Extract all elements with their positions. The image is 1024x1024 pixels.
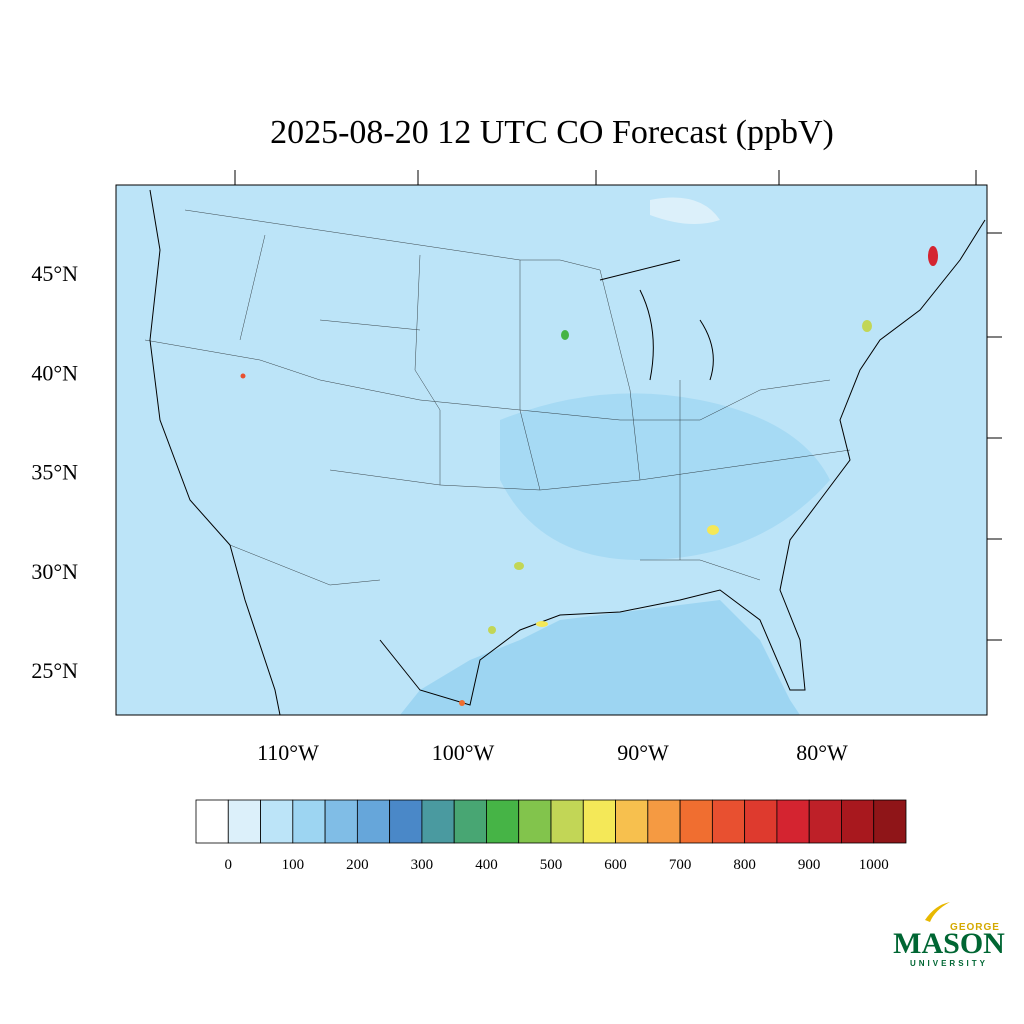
- colorbar-label: 600: [604, 857, 627, 873]
- colorbar-label: 500: [540, 857, 563, 873]
- colorbar: 0 100 200 300 400 500 600 700 800 900 1000: [195, 799, 907, 873]
- colorbar-box: [195, 799, 229, 844]
- colorbar-label: 800: [733, 857, 756, 873]
- colorbar-box: [324, 799, 358, 844]
- colorbar-box: [873, 799, 907, 844]
- colorbar-box: [227, 799, 261, 844]
- colorbar-box: [615, 799, 649, 844]
- lat-label: 25°N: [31, 658, 78, 683]
- map-frame: [115, 184, 988, 716]
- axis-labels: 45°N 40°N 35°N 30°N 25°N 110°W 100°W 90°W 80°W: [31, 261, 848, 765]
- title: 2025-08-20 12 UTC CO Forecast (ppbV): [270, 114, 834, 151]
- colorbar-box: [582, 799, 616, 844]
- colorbar-label: 0: [225, 857, 233, 873]
- colorbar-label: 700: [669, 857, 692, 873]
- gulf-region: [400, 600, 800, 715]
- coastline: [149, 189, 986, 716]
- lat-label: 45°N: [31, 261, 78, 286]
- lon-label: 100°W: [432, 740, 495, 765]
- logo-swoosh: [925, 902, 950, 922]
- lon-label: 90°W: [617, 740, 669, 765]
- colorbar-box: [453, 799, 487, 844]
- colorbar-label: 200: [346, 857, 369, 873]
- borders: [144, 209, 851, 586]
- colorbar-box: [808, 799, 842, 844]
- colorbar-box: [550, 799, 584, 844]
- colorbar-label: 300: [411, 857, 434, 873]
- colorbar-box: [292, 799, 326, 844]
- frame-ticks: [234, 170, 1002, 641]
- hotspots: [240, 246, 938, 706]
- lat-label: 30°N: [31, 559, 78, 584]
- colorbar-box: [776, 799, 810, 844]
- logo: GEORGE MASON UNIVERSITY: [893, 902, 1005, 968]
- colorbar-box: [679, 799, 713, 844]
- colorbar-box: [711, 799, 746, 844]
- colorbar-label: 100: [282, 857, 305, 873]
- colorbar-box: [260, 799, 294, 844]
- colorbar-box: [841, 799, 875, 844]
- colorbar-box: [421, 799, 455, 844]
- logo-bottom: UNIVERSITY: [910, 959, 988, 968]
- lon-label: 80°W: [796, 740, 848, 765]
- logo-top: GEORGE: [950, 922, 1000, 933]
- colorbar-label: 400: [475, 857, 498, 873]
- colorbar-box: [518, 799, 552, 844]
- lat-label: 40°N: [31, 360, 78, 385]
- colorbar-box: [486, 799, 520, 844]
- colorbar-box: [389, 799, 423, 844]
- colorbar-box: [356, 799, 391, 844]
- map: [115, 170, 1002, 716]
- light-region: [650, 197, 720, 224]
- lat-label: 35°N: [31, 460, 78, 485]
- colorbar-box: [744, 799, 778, 844]
- colorbar-label: 1000: [859, 857, 889, 873]
- colorbar-box: [647, 799, 681, 844]
- colorbar-label: 900: [798, 857, 821, 873]
- logo-main: MASON: [893, 927, 1005, 960]
- lon-label: 110°W: [257, 740, 319, 765]
